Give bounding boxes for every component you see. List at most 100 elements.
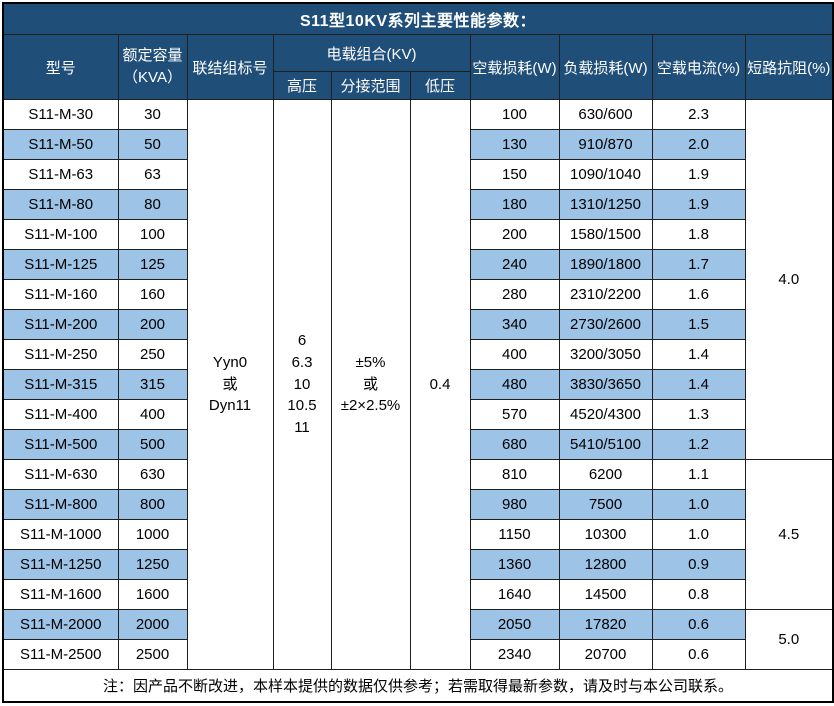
table-row: S11-M-160 160 280 2310/2200 1.6 — [2, 279, 833, 310]
cell-capacity: 1600 — [117, 579, 188, 610]
cell-capacity: 500 — [117, 429, 188, 460]
cell-model: S11-M-100 — [2, 219, 119, 250]
merged-impedance-cell: 5.0 — [744, 609, 834, 670]
cell-capacity: 400 — [117, 399, 188, 430]
cell-no-load-current: 1.9 — [651, 159, 746, 190]
cell-capacity: 200 — [117, 309, 188, 340]
cell-load-loss: 1310/1250 — [558, 189, 653, 220]
cell-model: S11-M-400 — [2, 399, 119, 430]
table-row: S11-M-1600 1600 1640 14500 0.8 — [2, 579, 833, 610]
cell-no-load-current: 1.6 — [651, 279, 746, 310]
cell-no-load-current: 1.4 — [651, 369, 746, 400]
cell-no-load-loss: 2050 — [469, 609, 560, 640]
merged-tap-cell: ±5% 或 ±2×2.5% — [330, 99, 411, 670]
cell-no-load-loss: 100 — [469, 99, 560, 130]
cell-model: S11-M-2000 — [2, 609, 119, 640]
cell-no-load-loss: 1640 — [469, 579, 560, 610]
note-row: 注：因产品不断改进，本样本提供的数据仅供参考；若需取得最新参数，请及时与本公司联… — [2, 669, 834, 703]
table-row: S11-M-1250 1250 1360 12800 0.9 — [2, 549, 833, 580]
cell-no-load-current: 1.4 — [651, 339, 746, 370]
cell-no-load-current: 2.0 — [651, 129, 746, 160]
cell-capacity: 2000 — [117, 609, 188, 640]
footer-note: 注：因产品不断改进，本样本提供的数据仅供参考；若需取得最新参数，请及时与本公司联… — [2, 669, 834, 703]
cell-no-load-current: 1.3 — [651, 399, 746, 430]
cell-load-loss: 12800 — [558, 549, 653, 580]
cell-no-load-loss: 340 — [469, 309, 560, 340]
table-row: S11-M-30 30 Yyn0 或 Dyn11 6 6.3 10 10.5 11 ±5… — [2, 99, 834, 670]
cell-no-load-current: 1.1 — [651, 459, 746, 490]
cell-model: S11-M-30 — [2, 99, 119, 130]
cell-load-loss: 910/870 — [558, 129, 653, 160]
merged-lv-cell: 0.4 — [409, 99, 471, 670]
table-row: S11-M-100 100 200 1580/1500 1.8 — [2, 219, 833, 250]
cell-capacity: 800 — [117, 489, 188, 520]
cell-load-loss: 4520/4300 — [558, 399, 653, 430]
table-row: S11-M-315 315 480 3830/3650 1.4 — [2, 369, 833, 400]
cell-load-loss: 630/600 — [558, 99, 653, 130]
cell-no-load-loss: 200 — [469, 219, 560, 250]
col-header-connection: 联结组标号 — [186, 34, 274, 100]
col-header-tap: 分接范围 — [330, 71, 411, 100]
cell-model: S11-M-630 — [2, 459, 119, 490]
cell-model: S11-M-315 — [2, 369, 119, 400]
cell-no-load-current: 1.8 — [651, 219, 746, 250]
merged-connection-cell: Yyn0 或 Dyn11 — [186, 99, 274, 670]
col-header-impedance: 短路抗阻(%) — [744, 34, 834, 100]
col-header-no-load-loss: 空载损耗(W) — [469, 34, 560, 100]
table-row: S11-M-400 400 570 4520/4300 1.3 — [2, 399, 833, 430]
col-header-capacity: 额定容量 （KVA） — [117, 34, 188, 100]
cell-load-loss: 20700 — [558, 639, 653, 670]
cell-load-loss: 14500 — [558, 579, 653, 610]
col-header-voltage-group: 电载组合(KV) — [272, 34, 471, 72]
cell-no-load-current: 1.9 — [651, 189, 746, 220]
cell-model: S11-M-80 — [2, 189, 119, 220]
cell-model: S11-M-2500 — [2, 639, 119, 670]
cell-no-load-loss: 240 — [469, 249, 560, 280]
cell-load-loss: 3200/3050 — [558, 339, 653, 370]
cell-no-load-loss: 680 — [469, 429, 560, 460]
cell-model: S11-M-1600 — [2, 579, 119, 610]
cell-capacity: 125 — [117, 249, 188, 280]
cell-capacity: 80 — [117, 189, 188, 220]
cell-no-load-loss: 280 — [469, 279, 560, 310]
title-row: S11型10KV系列主要性能参数： — [2, 2, 834, 35]
cell-load-loss: 2310/2200 — [558, 279, 653, 310]
table-row: S11-M-630 630 810 6200 1.1 4.5 — [2, 459, 834, 610]
cell-model: S11-M-500 — [2, 429, 119, 460]
cell-no-load-loss: 400 — [469, 339, 560, 370]
cell-capacity: 100 — [117, 219, 188, 250]
cell-capacity: 2500 — [117, 639, 188, 670]
cell-model: S11-M-200 — [2, 309, 119, 340]
cell-model: S11-M-50 — [2, 129, 119, 160]
cell-load-loss: 1890/1800 — [558, 249, 653, 280]
cell-load-loss: 1090/1040 — [558, 159, 653, 190]
cell-capacity: 1000 — [117, 519, 188, 550]
cell-no-load-current: 1.2 — [651, 429, 746, 460]
header-row-2: 高压 分接范围 低压 — [3, 71, 833, 100]
col-header-lv: 低压 — [409, 71, 471, 100]
cell-capacity: 315 — [117, 369, 188, 400]
cell-no-load-current: 2.3 — [651, 99, 746, 130]
cell-no-load-current: 1.0 — [651, 519, 746, 550]
cell-no-load-loss: 1360 — [469, 549, 560, 580]
cell-no-load-loss: 570 — [469, 399, 560, 430]
cell-capacity: 160 — [117, 279, 188, 310]
cell-load-loss: 1580/1500 — [558, 219, 653, 250]
cell-capacity: 630 — [117, 459, 188, 490]
cell-capacity: 1250 — [117, 549, 188, 580]
cell-model: S11-M-63 — [2, 159, 119, 190]
table-row: S11-M-50 50 130 910/870 2.0 — [2, 129, 833, 160]
cell-no-load-loss: 810 — [469, 459, 560, 490]
cell-capacity: 63 — [117, 159, 188, 190]
cell-load-loss: 5410/5100 — [558, 429, 653, 460]
cell-capacity: 250 — [117, 339, 188, 370]
cell-no-load-loss: 2340 — [469, 639, 560, 670]
col-header-model: 型号 — [2, 34, 119, 100]
cell-no-load-loss: 150 — [469, 159, 560, 190]
cell-load-loss: 7500 — [558, 489, 653, 520]
cell-no-load-loss: 130 — [469, 129, 560, 160]
cell-capacity: 30 — [117, 99, 188, 130]
table-row: S11-M-500 500 680 5410/5100 1.2 — [2, 429, 833, 460]
